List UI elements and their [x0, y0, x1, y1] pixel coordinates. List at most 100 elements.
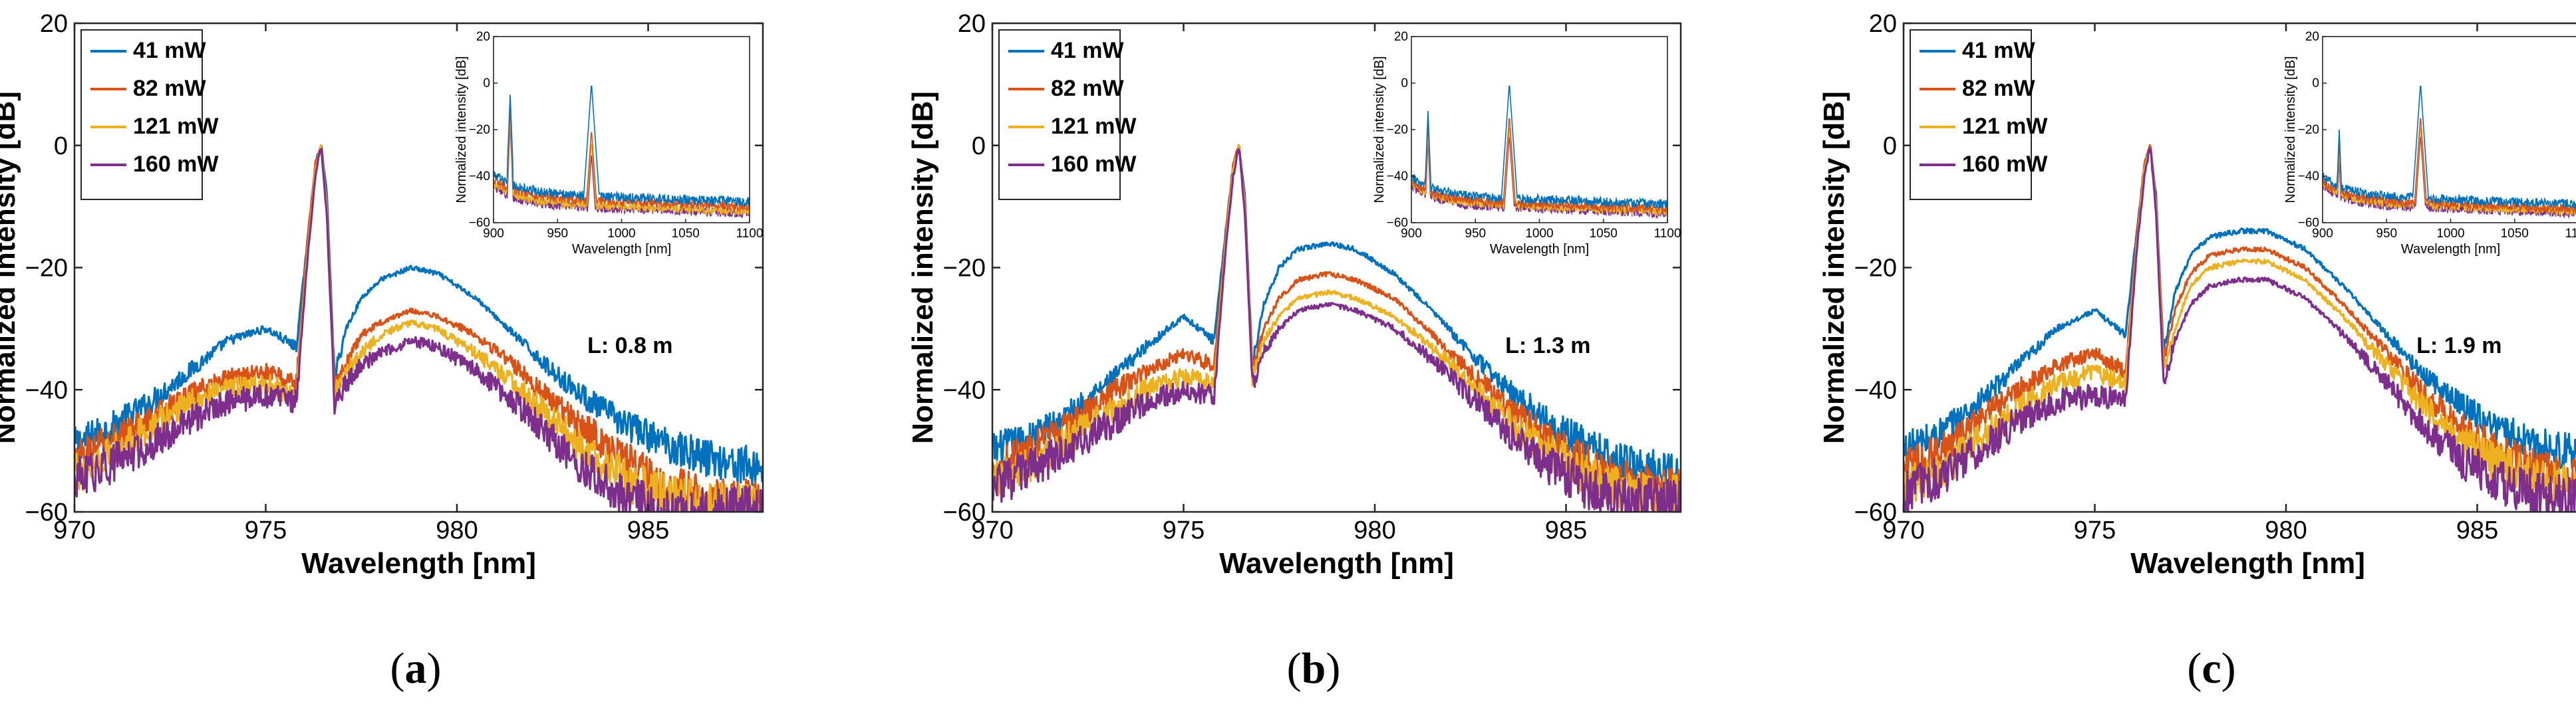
inset-x-tick-label: 1050	[2501, 227, 2529, 241]
inset-y-tick-label: 20	[476, 30, 490, 44]
legend-entry: 160 mW	[133, 152, 219, 177]
y-tick-label: −40	[943, 376, 986, 404]
y-tick-label: −60	[25, 499, 68, 527]
inset-y-tick-label: 0	[1401, 76, 1408, 90]
inset-y-axis-label: Normalized intensity [dB]	[1372, 56, 1387, 203]
series-line-82-mw	[1904, 144, 2576, 497]
series-line-82-mw	[74, 144, 763, 512]
inset-y-tick-label: −60	[2298, 216, 2319, 230]
inset-x-tick-label: 900	[483, 227, 504, 241]
inset-chart: 900 950 1000 1050 1100 −60 −40 −20 0 20 Wavelength…	[454, 30, 763, 257]
length-annotation: L: 1.3 m	[1505, 333, 1590, 358]
x-axis-label: Wavelength [nm]	[2130, 547, 2365, 580]
inset-x-tick-label: 900	[2312, 227, 2333, 241]
panel-caption-b: (b)	[1286, 644, 1341, 693]
y-tick-label: 20	[40, 10, 68, 38]
inset-y-tick-label: 20	[1394, 30, 1408, 44]
inset-x-tick-label: 1100	[736, 227, 764, 241]
plot-area	[1904, 144, 2576, 512]
panel-caption-c: (c)	[2187, 644, 2236, 693]
x-tick-label: 975	[245, 517, 287, 544]
y-tick-label: 0	[972, 132, 986, 160]
y-tick-label: −40	[25, 376, 68, 404]
inset-y-tick-label: −40	[1387, 170, 1408, 183]
x-tick-label: 970	[1882, 517, 1924, 544]
inset-y-tick-label: −40	[2298, 170, 2319, 183]
x-tick-label: 970	[971, 517, 1013, 544]
inset-x-axis-label: Wavelength [nm]	[572, 242, 671, 257]
inset-plot-area	[1411, 85, 1667, 219]
inset-y-tick-label: 0	[2312, 76, 2319, 90]
legend-entry: 82 mW	[1051, 76, 1124, 101]
legend: 41 mW 82 mW 121 mW 160 mW	[998, 29, 1137, 200]
legend-entry: 121 mW	[1962, 114, 2048, 139]
inset-y-tick-label: −20	[469, 123, 490, 137]
x-tick-label: 985	[627, 517, 669, 544]
legend-entry: 121 mW	[1051, 114, 1137, 139]
legend: 41 mW 82 mW 121 mW 160 mW	[80, 29, 219, 200]
y-axis-label: Normalized intensity [dB]	[0, 91, 21, 444]
y-tick-label: −20	[25, 255, 68, 283]
legend-entry: 41 mW	[1051, 38, 1124, 63]
legend-entry: 41 mW	[1962, 38, 2035, 63]
y-tick-label: −20	[1854, 255, 1897, 283]
inset-y-tick-label: −60	[1387, 216, 1408, 230]
legend-entry: 160 mW	[1051, 152, 1137, 177]
x-tick-label: 975	[2074, 517, 2116, 544]
panel-caption-a: (a)	[390, 644, 442, 693]
inset-series-line	[2323, 118, 2576, 213]
length-annotation: L: 0.8 m	[587, 333, 672, 358]
legend-entry: 160 mW	[1962, 152, 2048, 177]
inset-y-tick-label: 0	[483, 76, 490, 90]
inset-y-axis-label: Normalized intensity [dB]	[454, 56, 469, 203]
y-axis-label: Normalized intensity [dB]	[1818, 91, 1850, 444]
x-tick-label: 985	[2456, 517, 2498, 544]
inset-x-tick-label: 1100	[1654, 227, 1681, 241]
legend-box	[1910, 29, 2032, 200]
inset-plot-area	[494, 85, 750, 219]
y-tick-label: 0	[54, 132, 68, 160]
length-annotation: L: 1.9 m	[2416, 333, 2502, 358]
y-tick-label: −60	[1854, 499, 1897, 527]
series-line-41-mw	[992, 146, 1681, 496]
inset-x-tick-label: 1000	[1525, 227, 1553, 241]
inset-background	[1411, 37, 1667, 223]
y-tick-label: −40	[1854, 376, 1897, 404]
inset-chart: 900 950 1000 1050 1100 −60 −40 −20 0 20 Wavelength…	[2283, 30, 2576, 257]
inset-x-tick-label: 900	[1401, 227, 1422, 241]
y-tick-label: 0	[1883, 132, 1897, 160]
inset-y-tick-label: −40	[469, 170, 490, 183]
series-line-41-mw	[74, 145, 763, 486]
legend-entry: 121 mW	[133, 114, 219, 139]
inset-y-axis-label: Normalized intensity [dB]	[2283, 56, 2298, 203]
legend-box	[998, 29, 1121, 200]
inset-y-tick-label: −60	[469, 216, 490, 230]
series-line-160-mw	[74, 148, 763, 512]
inset-background	[2323, 37, 2576, 223]
inset-x-tick-label: 1000	[607, 227, 635, 241]
x-axis-label: Wavelength [nm]	[301, 547, 536, 580]
legend-box	[80, 29, 203, 200]
x-tick-label: 980	[1354, 517, 1395, 544]
plot-area	[74, 144, 763, 512]
inset-x-axis-label: Wavelength [nm]	[2401, 242, 2500, 257]
x-tick-label: 985	[1545, 517, 1587, 544]
y-tick-label: −20	[943, 255, 986, 283]
inset-y-tick-label: −20	[1387, 123, 1408, 137]
plot-area	[992, 144, 1681, 512]
inset-x-tick-label: 1100	[2565, 227, 2576, 241]
inset-series-line	[494, 85, 750, 207]
inset-plot-area	[2323, 85, 2576, 219]
legend-entry: 82 mW	[133, 76, 206, 101]
inset-x-tick-label: 950	[1465, 227, 1486, 241]
y-tick-label: 20	[1869, 10, 1897, 38]
legend: 41 mW 82 mW 121 mW 160 mW	[1910, 29, 2048, 200]
inset-y-tick-label: −20	[2298, 123, 2319, 137]
series-line-160-mw	[992, 148, 1681, 512]
inset-x-tick-label: 950	[2376, 227, 2397, 241]
inset-x-tick-label: 1050	[672, 227, 700, 241]
chart-panel-b: 970 975 980 985 −60 −40 −20 0 20 Wavelength [nm] N…	[907, 10, 1682, 580]
x-tick-label: 980	[436, 517, 478, 544]
x-tick-label: 975	[1163, 517, 1205, 544]
